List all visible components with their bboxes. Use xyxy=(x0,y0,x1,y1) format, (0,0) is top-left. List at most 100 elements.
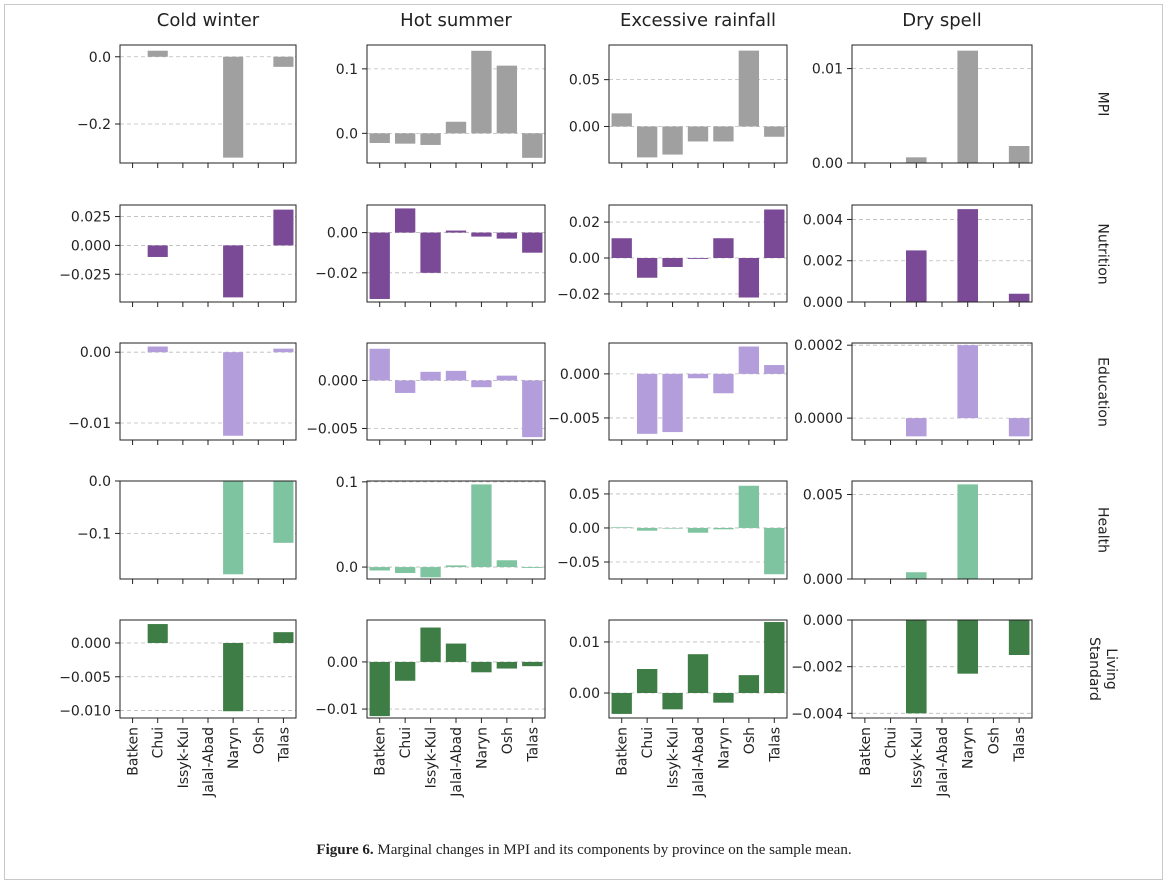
bar xyxy=(636,373,658,434)
axes-frame xyxy=(119,44,297,164)
bar xyxy=(147,624,168,643)
y-tick-label: 0.000 xyxy=(71,636,111,652)
bar xyxy=(738,257,760,298)
bar xyxy=(957,620,978,674)
bar xyxy=(223,481,244,575)
y-tick-label: 0.02 xyxy=(569,215,600,231)
bar xyxy=(662,692,683,710)
axes-frame xyxy=(608,342,788,441)
x-tick-label: Issyk-Kul xyxy=(909,727,925,788)
column-title: Cold winter xyxy=(157,10,260,31)
bar xyxy=(957,50,978,163)
bar xyxy=(611,527,632,528)
x-tick-label: Batken xyxy=(126,727,142,776)
axes-frame xyxy=(119,342,297,441)
bar xyxy=(636,257,658,278)
bar xyxy=(445,643,467,662)
bar xyxy=(394,661,416,681)
y-tick-label: 0.1 xyxy=(336,475,358,491)
bar xyxy=(369,133,390,144)
y-tick-label: 0.0 xyxy=(89,50,111,66)
row-label: Nutrition xyxy=(1094,222,1111,285)
axes-frame xyxy=(608,480,788,580)
bar xyxy=(906,620,927,714)
row-label: MPI xyxy=(1094,91,1111,117)
bar xyxy=(764,365,785,374)
y-tick-label: 0.00 xyxy=(569,686,600,702)
bar xyxy=(273,632,294,643)
x-tick-label: Naryn xyxy=(226,727,242,769)
bar xyxy=(713,527,734,530)
bar xyxy=(496,661,518,669)
y-tick-label: −0.01 xyxy=(315,702,358,718)
column-title: Excessive rainfall xyxy=(620,10,776,31)
x-tick-label: Chui xyxy=(151,727,167,758)
x-tick-label: Osh xyxy=(500,727,516,754)
bar xyxy=(273,209,294,246)
bar xyxy=(522,232,543,253)
y-tick-label: −0.010 xyxy=(59,704,111,720)
x-tick-label: Jalal-Abad xyxy=(935,727,951,798)
y-tick-label: 0.000 xyxy=(803,613,843,629)
y-tick-label: 0.0 xyxy=(89,474,111,490)
axes-frame xyxy=(851,342,1033,441)
bar xyxy=(1008,620,1030,655)
bar xyxy=(445,565,467,568)
axes-frame xyxy=(851,619,1033,719)
axes-frame xyxy=(119,204,297,303)
caption-text: Marginal changes in MPI and its componen… xyxy=(377,842,852,858)
x-tick-label: Jalal-Abad xyxy=(691,727,707,798)
bar xyxy=(522,380,543,438)
bar xyxy=(273,481,294,543)
x-tick-label: Batken xyxy=(615,727,631,776)
bar xyxy=(369,348,390,381)
bar xyxy=(369,232,390,299)
x-tick-label: Batken xyxy=(373,727,389,776)
axes-frame xyxy=(608,204,788,303)
bar xyxy=(369,661,390,717)
y-tick-label: 0.0 xyxy=(336,126,358,142)
bar xyxy=(957,345,978,419)
x-tick-label: Chui xyxy=(640,727,656,758)
y-tick-label: 0.000 xyxy=(560,367,600,383)
bar xyxy=(147,50,168,57)
bar xyxy=(713,692,734,703)
bar xyxy=(957,484,978,579)
bar xyxy=(496,65,518,134)
y-tick-label: 0.00 xyxy=(327,226,358,242)
y-tick-label: 0.002 xyxy=(803,254,843,270)
y-tick-label: 0.00 xyxy=(569,119,600,135)
bar xyxy=(906,250,927,302)
row-label: Education xyxy=(1094,356,1111,427)
row-label: Living Standard xyxy=(1086,637,1119,701)
bar xyxy=(223,56,244,158)
bar xyxy=(713,126,734,142)
x-tick-label: Chui xyxy=(884,727,900,758)
x-tick-label: Osh xyxy=(986,727,1002,754)
x-tick-label: Jalal-Abad xyxy=(201,727,217,798)
y-tick-label: −0.025 xyxy=(59,267,111,283)
x-tick-label: Naryn xyxy=(474,727,490,769)
bar xyxy=(764,622,785,693)
bar xyxy=(394,133,416,144)
y-tick-label: 0.00 xyxy=(569,521,600,537)
bar xyxy=(369,567,390,571)
bar xyxy=(906,572,927,579)
x-tick-label: Jalal-Abad xyxy=(449,727,465,798)
x-tick-label: Naryn xyxy=(961,727,977,769)
x-tick-label: Naryn xyxy=(716,727,732,769)
bar xyxy=(273,348,294,353)
x-tick-label: Issyk-Kul xyxy=(424,727,440,788)
bar xyxy=(764,126,785,137)
bar xyxy=(445,370,467,381)
y-tick-label: −0.005 xyxy=(548,411,600,427)
y-tick-label: 0.00 xyxy=(80,345,111,361)
y-tick-label: −0.005 xyxy=(59,670,111,686)
axes-frame xyxy=(366,44,546,164)
bar xyxy=(471,380,492,388)
y-tick-label: 0.00 xyxy=(812,156,843,172)
bar xyxy=(738,50,760,127)
bar xyxy=(906,418,927,437)
bar xyxy=(1008,418,1030,437)
